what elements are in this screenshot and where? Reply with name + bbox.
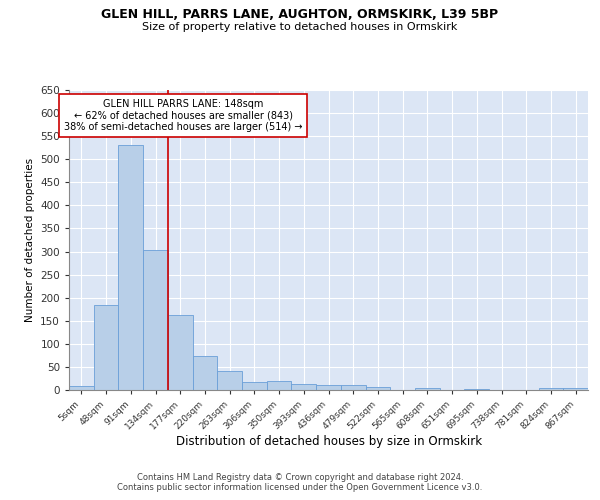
Bar: [69, 386, 94, 390]
Bar: [341, 386, 365, 390]
Bar: [464, 388, 489, 390]
Bar: [563, 388, 588, 390]
Bar: [168, 315, 193, 390]
Bar: [316, 386, 341, 390]
Text: GLEN HILL PARRS LANE: 148sqm
← 62% of detached houses are smaller (843)
38% of s: GLEN HILL PARRS LANE: 148sqm ← 62% of de…: [64, 99, 302, 132]
Text: Distribution of detached houses by size in Ormskirk: Distribution of detached houses by size …: [176, 435, 482, 448]
Bar: [415, 388, 440, 390]
Bar: [267, 381, 292, 390]
Text: GLEN HILL, PARRS LANE, AUGHTON, ORMSKIRK, L39 5BP: GLEN HILL, PARRS LANE, AUGHTON, ORMSKIRK…: [101, 8, 499, 20]
Y-axis label: Number of detached properties: Number of detached properties: [25, 158, 35, 322]
Bar: [292, 384, 316, 390]
Bar: [193, 356, 217, 390]
Text: Contains public sector information licensed under the Open Government Licence v3: Contains public sector information licen…: [118, 484, 482, 492]
Bar: [242, 382, 267, 390]
Text: Contains HM Land Registry data © Crown copyright and database right 2024.: Contains HM Land Registry data © Crown c…: [137, 472, 463, 482]
Bar: [118, 146, 143, 390]
Bar: [94, 304, 118, 390]
Text: Size of property relative to detached houses in Ormskirk: Size of property relative to detached ho…: [142, 22, 458, 32]
Bar: [365, 387, 390, 390]
Bar: [143, 250, 168, 390]
Bar: [539, 388, 563, 390]
Bar: [217, 370, 242, 390]
